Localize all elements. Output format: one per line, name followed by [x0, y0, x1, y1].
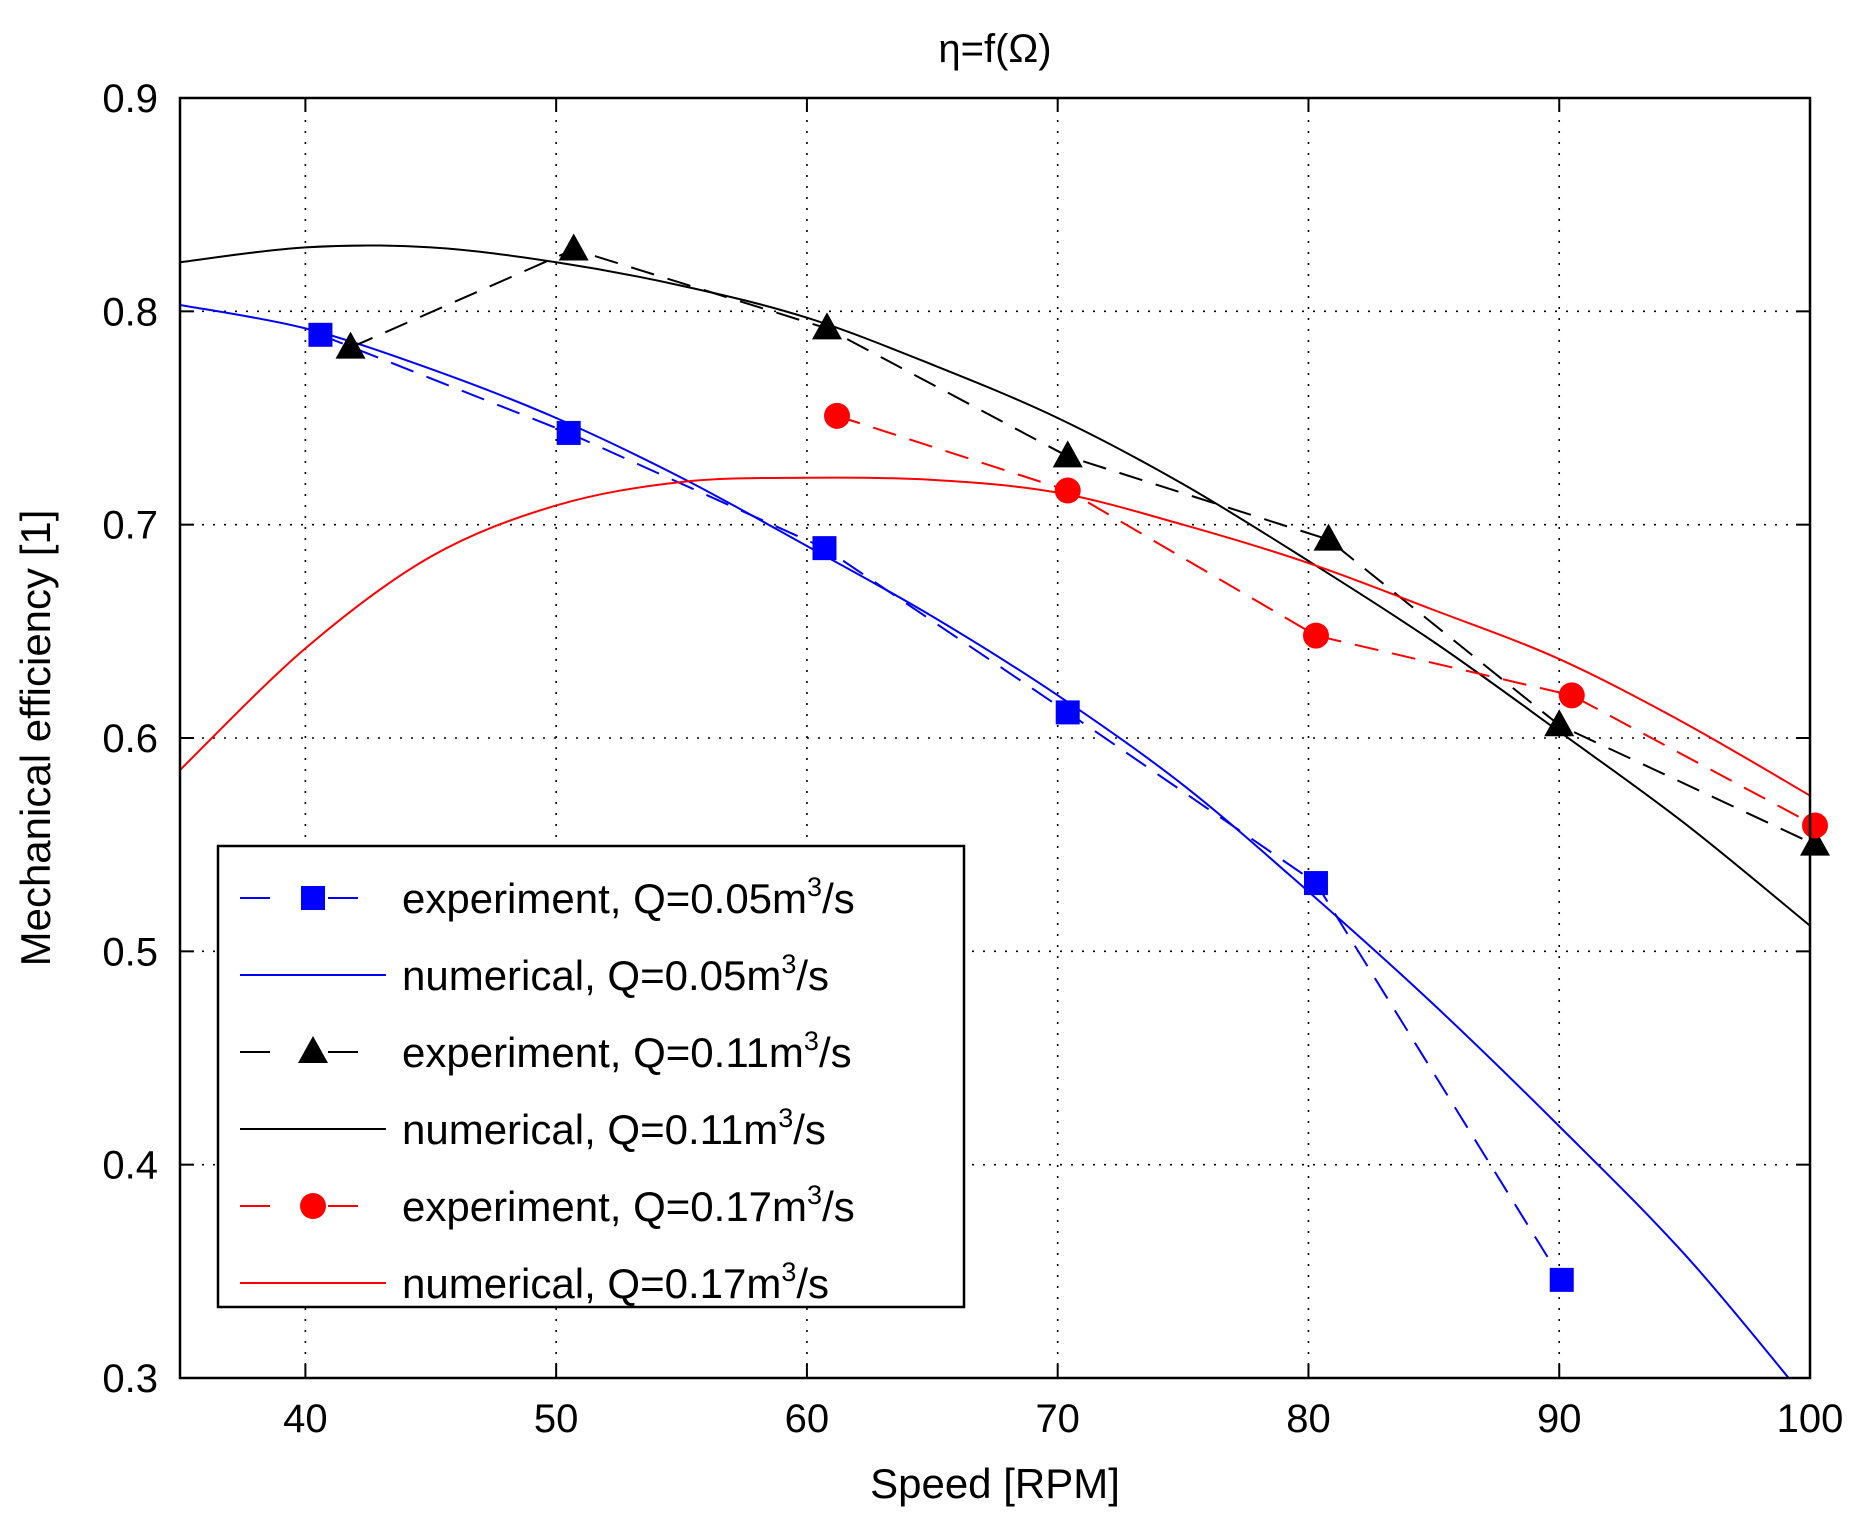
legend-label-tail: /s: [796, 1260, 829, 1307]
legend-label-main: numerical, Q=0.05m: [402, 952, 781, 999]
legend-item: experiment, Q=0.17m3/s: [240, 1180, 855, 1230]
ticks: [180, 97, 1811, 1379]
legend-label-sup: 3: [807, 872, 822, 902]
legend-label-sup: 3: [778, 1103, 793, 1133]
series-5: [180, 476, 1810, 797]
data-point: [1558, 682, 1585, 709]
series-line: [836, 414, 1816, 827]
legend-label-main: numerical, Q=0.17m: [402, 1260, 781, 1307]
legend-item: numerical, Q=0.17m3/s: [240, 1257, 829, 1307]
x-tick-label: 80: [1286, 1397, 1331, 1441]
series-2: [335, 233, 1831, 856]
legend-label: experiment, Q=0.11m3/s: [402, 1026, 852, 1076]
legend-label-tail: /s: [796, 952, 829, 999]
tick-labels: 40 50 60 70 80 90 100 0.3 0.4 0.5 0.6 0.7 0.8 0.9: [102, 77, 1843, 1441]
x-tick-label: 90: [1537, 1397, 1582, 1441]
series-4: [824, 402, 1829, 839]
legend-label-main: experiment, Q=0.11m: [402, 1029, 804, 1076]
legend-item: numerical, Q=0.11m3/s: [240, 1103, 826, 1153]
data-point: [1800, 828, 1831, 856]
x-tick-label: 70: [1035, 1397, 1080, 1441]
legend-label: numerical, Q=0.05m3/s: [402, 949, 829, 999]
legend-box: [216, 844, 966, 1309]
y-tick-label: 0.8: [102, 290, 158, 334]
grid: [180, 98, 1810, 1378]
legend-label-tail: /s: [819, 1029, 852, 1076]
data-point: [335, 331, 366, 359]
series-line: [180, 244, 1810, 927]
legend-label-main: experiment, Q=0.05m: [402, 875, 807, 922]
legend-label-tail: /s: [793, 1106, 826, 1153]
legend-item: experiment, Q=0.11m3/s: [240, 1026, 852, 1076]
legend-label: numerical, Q=0.17m3/s: [402, 1257, 829, 1307]
series-line: [180, 476, 1810, 797]
x-tick-label: 40: [283, 1397, 328, 1441]
legend-label-tail: /s: [822, 1183, 855, 1230]
legend-label-main: experiment, Q=0.17m: [402, 1183, 807, 1230]
legend-item: numerical, Q=0.05m3/s: [240, 949, 829, 999]
series-layer: [180, 233, 1831, 1378]
data-point: [556, 420, 581, 445]
series-line: [180, 303, 1790, 1378]
y-tick-label: 0.4: [102, 1144, 158, 1188]
legend-label-tail: /s: [822, 875, 855, 922]
x-tick-label: 100: [1777, 1397, 1844, 1441]
series-1: [180, 303, 1790, 1378]
data-point: [1055, 700, 1080, 725]
data-point: [1802, 812, 1829, 839]
legend-label: experiment, Q=0.17m3/s: [402, 1180, 855, 1230]
series-3: [180, 244, 1810, 927]
legend-label: numerical, Q=0.11m3/s: [402, 1103, 826, 1153]
legend-marker: [298, 1036, 328, 1063]
y-tick-label: 0.7: [102, 504, 158, 548]
data-point: [824, 402, 851, 429]
series-line: [320, 333, 1563, 1281]
chart-title: η=f(Ω): [938, 27, 1051, 71]
legend-label: experiment, Q=0.05m3/s: [402, 872, 855, 922]
x-tick-label: 60: [785, 1397, 830, 1441]
y-axis-title: Mechanical efficiency [1]: [12, 510, 59, 967]
legend-marker: [300, 1193, 326, 1219]
data-point: [1549, 1267, 1574, 1292]
legend-marker: [301, 886, 325, 910]
y-tick-label: 0.5: [102, 930, 158, 974]
data-point: [558, 233, 589, 261]
legend-label-main: numerical, Q=0.11m: [402, 1106, 778, 1153]
data-point: [811, 312, 842, 340]
x-tick-label: 50: [534, 1397, 579, 1441]
legend-item: experiment, Q=0.05m3/s: [240, 872, 855, 922]
x-axis-title: Speed [RPM]: [870, 1460, 1120, 1507]
legend-label-sup: 3: [781, 1257, 796, 1287]
data-point: [1052, 440, 1083, 468]
y-tick-label: 0.3: [102, 1357, 158, 1401]
y-tick-label: 0.9: [102, 77, 158, 121]
legend-label-sup: 3: [781, 949, 796, 979]
series-0: [308, 322, 1574, 1292]
data-point: [1313, 523, 1344, 551]
y-tick-label: 0.6: [102, 717, 158, 761]
data-point: [1054, 477, 1081, 504]
data-point: [1544, 709, 1575, 737]
legend-label-sup: 3: [807, 1180, 822, 1210]
legend-label-sup: 3: [804, 1026, 819, 1056]
data-point: [1302, 622, 1329, 649]
